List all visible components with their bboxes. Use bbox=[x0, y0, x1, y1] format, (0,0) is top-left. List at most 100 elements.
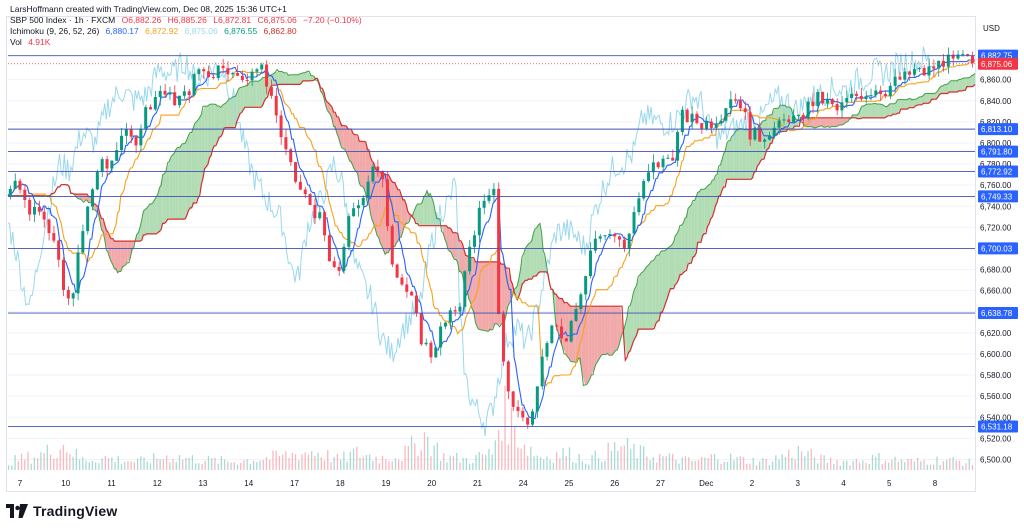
candle-body bbox=[453, 310, 457, 312]
candle bbox=[564, 337, 568, 342]
cloud-segment bbox=[833, 117, 837, 127]
volume-bar bbox=[507, 444, 509, 470]
candle bbox=[439, 322, 443, 356]
candle bbox=[767, 131, 771, 141]
volume-bar bbox=[346, 461, 348, 470]
cloud-segment bbox=[688, 204, 692, 265]
candle-body bbox=[149, 107, 153, 110]
candle bbox=[453, 305, 457, 317]
ichimoku-name[interactable]: Ichimoku (9, 26, 52, 26) bbox=[10, 26, 100, 36]
volume-bars bbox=[8, 385, 974, 470]
x-tick-label: 7 bbox=[18, 479, 23, 488]
author-credit: LarsHoffmann created with TradingView.co… bbox=[10, 4, 287, 14]
cloud-segment bbox=[952, 80, 956, 93]
candle-body bbox=[8, 188, 12, 196]
candle-body bbox=[260, 64, 264, 70]
candle-body bbox=[671, 157, 675, 161]
volume-bar bbox=[701, 457, 703, 470]
last-price-tag-label: 6,875.06 bbox=[981, 60, 1013, 69]
currency-label[interactable]: USD bbox=[983, 24, 1000, 33]
candle bbox=[269, 79, 273, 99]
volume-bar bbox=[584, 463, 587, 470]
candle-body bbox=[777, 120, 781, 128]
tradingview-logo[interactable]: TradingView bbox=[6, 503, 117, 519]
candle-body bbox=[308, 194, 312, 205]
candle-body bbox=[680, 109, 684, 133]
volume-bar bbox=[365, 454, 368, 470]
volume-bar bbox=[249, 463, 252, 470]
candle-body bbox=[521, 410, 525, 418]
cloud-segment bbox=[684, 208, 689, 272]
cloud-segment bbox=[736, 128, 740, 180]
candle bbox=[618, 235, 622, 248]
volume-bar bbox=[269, 459, 271, 470]
volume-bar bbox=[514, 427, 516, 470]
candle-body bbox=[946, 54, 950, 67]
candle bbox=[153, 91, 157, 112]
candle-body bbox=[763, 139, 767, 142]
candle bbox=[821, 91, 825, 106]
volume-bar bbox=[207, 455, 210, 470]
candle bbox=[468, 239, 472, 275]
cloud-segment bbox=[652, 256, 656, 330]
volume-bar bbox=[75, 448, 77, 470]
level-tag-label: 6,749.33 bbox=[981, 192, 1013, 201]
candle bbox=[825, 92, 829, 108]
symbol-name[interactable]: SBP 500 Index · 1h · FXCM bbox=[10, 15, 116, 25]
level-tag bbox=[978, 123, 1018, 136]
volume-bar bbox=[391, 461, 393, 470]
volume-bar bbox=[907, 458, 909, 470]
candle bbox=[308, 193, 312, 206]
candle bbox=[859, 87, 863, 102]
candle-body bbox=[908, 71, 912, 75]
y-tick-label: 6,720.00 bbox=[980, 223, 1012, 232]
candle-body bbox=[830, 99, 834, 105]
volume-bar bbox=[285, 451, 287, 470]
volume-bar bbox=[510, 407, 513, 470]
candle-body bbox=[245, 79, 249, 81]
candle-body bbox=[937, 60, 941, 69]
candle bbox=[18, 178, 22, 194]
cloud-segment bbox=[178, 143, 183, 220]
candle bbox=[95, 169, 99, 190]
volume-bar bbox=[111, 457, 113, 470]
volume-bar bbox=[85, 460, 87, 470]
volume-value: 4.91K bbox=[28, 37, 51, 47]
candle bbox=[946, 47, 950, 74]
candle bbox=[124, 123, 128, 145]
volume-name[interactable]: Vol bbox=[10, 37, 22, 47]
candle-body bbox=[487, 195, 491, 201]
candle bbox=[429, 340, 433, 364]
cloud-segment bbox=[878, 104, 882, 118]
volume-bar bbox=[430, 456, 432, 470]
tenkan-sen-line bbox=[7, 59, 975, 420]
candle-body bbox=[850, 93, 854, 98]
candle bbox=[66, 286, 70, 306]
candle bbox=[874, 84, 878, 99]
candle-body bbox=[250, 71, 254, 81]
volume-bar bbox=[178, 455, 181, 470]
low-value: L6,872.81 bbox=[213, 15, 252, 25]
candle bbox=[168, 86, 172, 100]
candle-body bbox=[734, 99, 738, 101]
volume-bar bbox=[233, 462, 235, 470]
candle bbox=[472, 230, 476, 254]
candle bbox=[149, 104, 153, 110]
candle-body bbox=[903, 71, 907, 80]
cloud-segment bbox=[662, 250, 666, 313]
cloud-segment bbox=[630, 292, 634, 351]
cloud-segment bbox=[968, 75, 972, 87]
candle bbox=[197, 67, 201, 81]
candle bbox=[724, 108, 728, 124]
candle-body bbox=[738, 100, 742, 109]
candle-body bbox=[792, 115, 796, 123]
candle bbox=[163, 83, 167, 99]
x-tick-label: 8 bbox=[933, 479, 938, 488]
volume-bar bbox=[120, 463, 123, 470]
volume-bar bbox=[697, 460, 700, 470]
volume-bar bbox=[665, 456, 667, 470]
cloud-segment bbox=[481, 261, 486, 331]
y-tick-label: 6,600.00 bbox=[980, 350, 1012, 359]
candle bbox=[777, 116, 781, 135]
